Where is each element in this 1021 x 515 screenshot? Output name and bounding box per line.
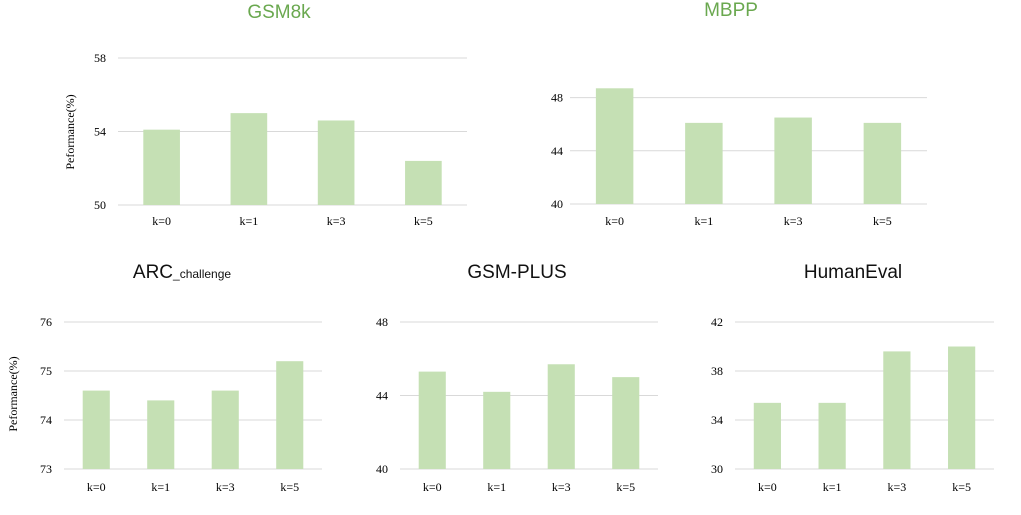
chart-title-main: ARC — [133, 262, 173, 283]
bar-k-3 — [547, 364, 575, 469]
chart-title: GSM-PLUS — [467, 262, 566, 283]
bar-k-3 — [774, 117, 812, 204]
y-tick-label: 38 — [711, 364, 723, 378]
x-tick-label: k=5 — [280, 480, 299, 494]
y-tick-label: 44 — [551, 144, 563, 158]
chart-gsm8k: GSM8k Peformance(%) 50 54 58 k=0 k=1 k=3 k=5 — [63, 2, 467, 228]
y-tick-label: 58 — [94, 51, 106, 65]
chart-title: MBPP — [704, 0, 758, 21]
bar-k-0 — [418, 371, 446, 469]
y-tick-label: 75 — [40, 364, 52, 378]
bar-k-0 — [595, 88, 634, 204]
x-tick-label: k=5 — [616, 480, 635, 494]
chart-humaneval: HumanEval 30 34 38 42 k=0 k=1 k=3 k=5 — [711, 262, 994, 494]
x-tick-label: k=3 — [552, 480, 571, 494]
x-tick-label: k=5 — [952, 480, 971, 494]
x-tick-label: k=3 — [327, 214, 346, 228]
bar-k-1 — [147, 400, 175, 469]
y-tick-label: 48 — [376, 315, 388, 329]
x-tick-label: k=0 — [423, 480, 442, 494]
bar-k-1 — [230, 113, 268, 205]
x-tick-label: k=0 — [605, 214, 624, 228]
chart-mbpp: MBPP 40 44 48 k=0 k=1 k=3 k=5 — [551, 0, 927, 228]
bar-k-1 — [818, 402, 846, 469]
bar-k-5 — [948, 346, 976, 469]
y-tick-label: 44 — [376, 389, 388, 403]
chart-title-subscript: _challenge — [172, 267, 231, 281]
bar-k-3 — [883, 351, 911, 469]
y-tick-label: 76 — [40, 315, 52, 329]
x-tick-label: k=1 — [823, 480, 842, 494]
x-tick-label: k=1 — [694, 214, 713, 228]
chart-title: GSM8k — [247, 2, 311, 23]
x-tick-label: k=0 — [87, 480, 106, 494]
y-tick-label: 34 — [711, 413, 723, 427]
bar-k-0 — [82, 390, 110, 469]
bar-k-5 — [405, 160, 442, 205]
chart-title: ARC_challenge — [133, 262, 232, 283]
y-tick-label: 42 — [711, 315, 723, 329]
bar-k-5 — [612, 377, 640, 469]
bar-k-5 — [276, 361, 304, 469]
y-axis-label: Peformance(%) — [63, 94, 77, 169]
y-tick-label: 73 — [40, 462, 52, 476]
x-tick-label: k=1 — [239, 214, 258, 228]
x-tick-label: k=3 — [887, 480, 906, 494]
x-tick-label: k=1 — [151, 480, 170, 494]
x-tick-label: k=5 — [414, 214, 433, 228]
chart-arc-challenge: ARC_challenge Peformance(%) 73 74 75 76 k=0 k… — [6, 262, 322, 494]
bar-k-1 — [685, 122, 723, 204]
bar-k-0 — [143, 129, 180, 205]
x-tick-label: k=0 — [152, 214, 171, 228]
bar-k-3 — [317, 120, 355, 205]
x-tick-label: k=1 — [487, 480, 506, 494]
bar-k-0 — [753, 402, 781, 469]
chart-gsm-plus: GSM-PLUS 40 44 48 k=0 k=1 k=3 k=5 — [376, 262, 658, 494]
x-tick-label: k=3 — [784, 214, 803, 228]
y-tick-label: 30 — [711, 462, 723, 476]
y-tick-label: 50 — [94, 198, 106, 212]
bar-k-5 — [863, 122, 902, 204]
y-tick-label: 48 — [551, 91, 563, 105]
y-tick-label: 40 — [551, 197, 563, 211]
chart-title: HumanEval — [804, 262, 902, 283]
x-tick-label: k=5 — [873, 214, 892, 228]
x-tick-label: k=0 — [758, 480, 777, 494]
y-tick-label: 54 — [94, 125, 106, 139]
bar-k-3 — [211, 390, 239, 469]
y-axis-label: Peformance(%) — [6, 356, 20, 431]
y-tick-label: 74 — [40, 413, 52, 427]
x-tick-label: k=3 — [216, 480, 235, 494]
bar-k-1 — [483, 391, 511, 469]
y-tick-label: 40 — [376, 462, 388, 476]
